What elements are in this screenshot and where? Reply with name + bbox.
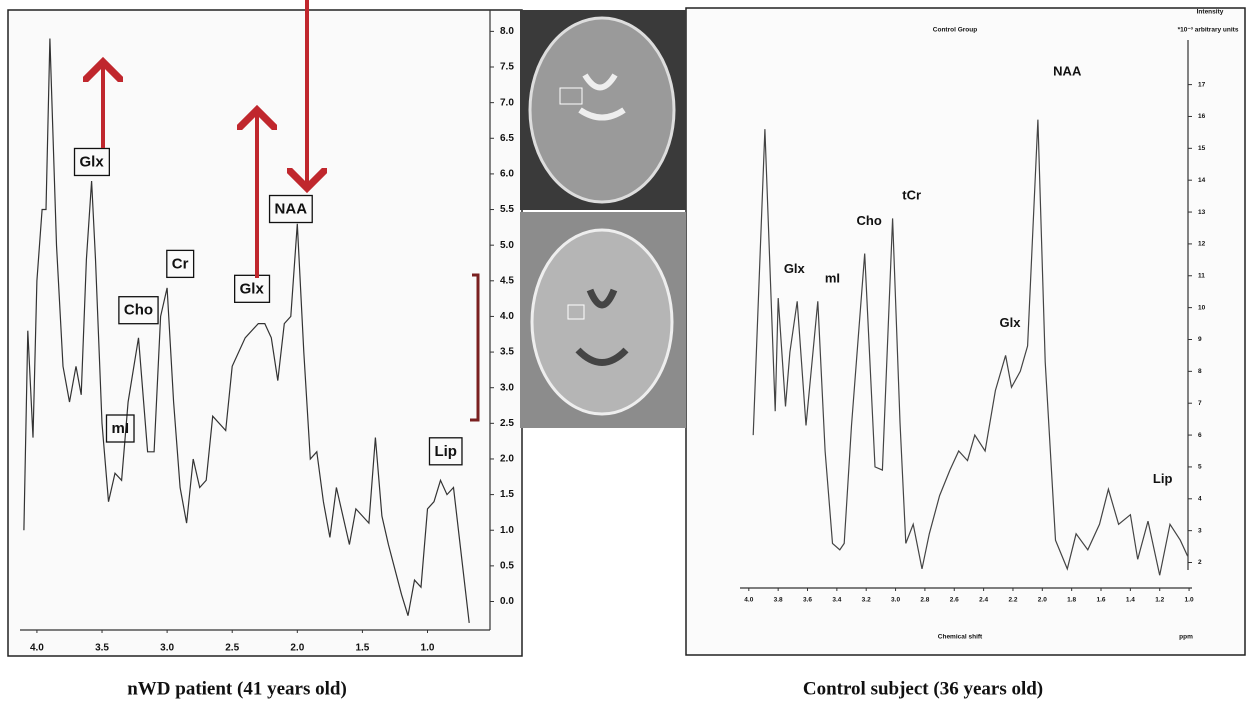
x-tick-label: 3.2	[862, 597, 871, 604]
x-tick-label: 4.0	[744, 597, 753, 604]
y-tick-label: 7	[1198, 400, 1202, 407]
y-tick-label: 8.0	[500, 26, 514, 37]
mri-images	[520, 10, 686, 428]
x-tick-label: 1.2	[1155, 597, 1164, 604]
mri-bottom	[530, 228, 674, 416]
x-tick-label: 3.4	[832, 597, 841, 604]
x-label: Chemical shift	[938, 634, 983, 641]
title: Control Group	[933, 27, 977, 34]
y-tick-label: 13	[1198, 209, 1206, 216]
mri-voxel	[567, 304, 585, 320]
y-tick-label: 14	[1198, 177, 1206, 184]
peak-label: Cho	[857, 213, 882, 228]
y-tick-label: 6	[1198, 432, 1202, 439]
arrows	[103, 0, 307, 278]
y-tick-label: 0.5	[500, 561, 514, 572]
x-unit: ppm	[1179, 634, 1193, 641]
y-tick-label: 16	[1198, 113, 1206, 120]
y-tick-label: 1.0	[500, 525, 514, 536]
y-tick-label: 3	[1198, 527, 1202, 534]
y-tick-label: 6.0	[500, 169, 514, 180]
peak-label: Glx	[784, 261, 806, 276]
y-unit: *10⁻³ arbitrary units	[1178, 27, 1239, 34]
x-tick-label: 1.0	[1185, 597, 1194, 604]
x-tick-label: 2.5	[225, 643, 239, 654]
y-tick-label: 2.0	[500, 454, 514, 465]
y-tick-label: 5.0	[500, 240, 514, 251]
y-tick-label: 5.5	[500, 204, 514, 215]
y-tick-label: 1.5	[500, 489, 514, 500]
x-tick-label: 3.5	[95, 643, 109, 654]
mri-voxel	[559, 87, 583, 105]
peak-label-box	[234, 274, 271, 303]
peak-label: NAA	[1053, 63, 1082, 78]
y-label: Intensity	[1197, 9, 1224, 16]
x-tick-label: 1.6	[1096, 597, 1105, 604]
x-tick-label: 2.8	[920, 597, 929, 604]
mri-bottom-ventricles	[575, 288, 629, 366]
y-tick-label: 12	[1198, 241, 1206, 248]
peak-label: Lip	[434, 443, 457, 460]
y-tick-label: 4.0	[500, 311, 514, 322]
peak-label: tCr	[902, 188, 921, 203]
x-tick-label: 2.2	[1008, 597, 1017, 604]
y-tick-label: 2.5	[500, 418, 514, 429]
x-tick-label: 2.6	[950, 597, 959, 604]
x-tick-label: 1.0	[421, 643, 435, 654]
peak-label: Cho	[124, 302, 153, 319]
peak-label-box	[166, 249, 195, 279]
spectrum-line	[23, 38, 470, 623]
y-tick-label: 5	[1198, 464, 1202, 471]
y-tick-label: 7.5	[500, 62, 514, 73]
mri-top	[528, 16, 676, 204]
caption: nWD patient (41 years old)	[127, 678, 347, 699]
peak-label: mI	[825, 270, 840, 285]
mri-top-ventricles	[578, 73, 626, 121]
y-tick-label: 2	[1198, 559, 1202, 566]
y-tick-label: 8	[1198, 368, 1202, 375]
x-tick-label: 1.8	[1067, 597, 1076, 604]
peak-label: Glx	[80, 153, 105, 170]
x-tick-label: 3.0	[160, 643, 174, 654]
y-tick-label: 6.5	[500, 133, 514, 144]
y-tick-label: 15	[1198, 145, 1206, 152]
bracket	[470, 273, 480, 422]
y-tick-label: 10	[1198, 304, 1206, 311]
peak-label: Glx	[1000, 315, 1022, 330]
x-tick-label: 2.0	[1038, 597, 1047, 604]
x-tick-label: 3.0	[891, 597, 900, 604]
x-tick-label: 2.4	[979, 597, 988, 604]
left-panel	[7, 9, 523, 657]
peak-label-box	[73, 147, 110, 177]
y-tick-label: 0.0	[500, 596, 514, 607]
x-tick-label: 1.4	[1126, 597, 1135, 604]
caption: Control subject (36 years old)	[803, 678, 1043, 699]
y-tick-label: 3.0	[500, 382, 514, 393]
peak-label-box	[428, 437, 463, 466]
y-tick-label: 9	[1198, 336, 1202, 343]
y-tick-label: 3.5	[500, 347, 514, 358]
y-tick-label: 11	[1198, 272, 1205, 279]
y-tick-label: 4.5	[500, 275, 514, 286]
peak-label-box	[118, 296, 159, 325]
peak-label-box	[105, 414, 135, 443]
right-panel	[685, 7, 1246, 656]
x-tick-label: 3.8	[774, 597, 783, 604]
x-tick-label: 3.6	[803, 597, 812, 604]
x-tick-label: 1.5	[355, 643, 369, 654]
spectrum-line	[752, 119, 1189, 576]
y-tick-label: 4	[1198, 496, 1202, 503]
peak-label: Lip	[1153, 471, 1173, 486]
peak-label: mI	[111, 420, 129, 437]
x-tick-label: 4.0	[30, 643, 44, 654]
peak-label: NAA	[275, 201, 308, 218]
peak-label: Cr	[172, 255, 189, 272]
peak-label: Glx	[240, 280, 265, 297]
y-tick-label: 17	[1198, 81, 1206, 88]
peak-label-box	[268, 194, 313, 224]
x-tick-label: 2.0	[290, 643, 304, 654]
y-tick-label: 7.0	[500, 97, 514, 108]
